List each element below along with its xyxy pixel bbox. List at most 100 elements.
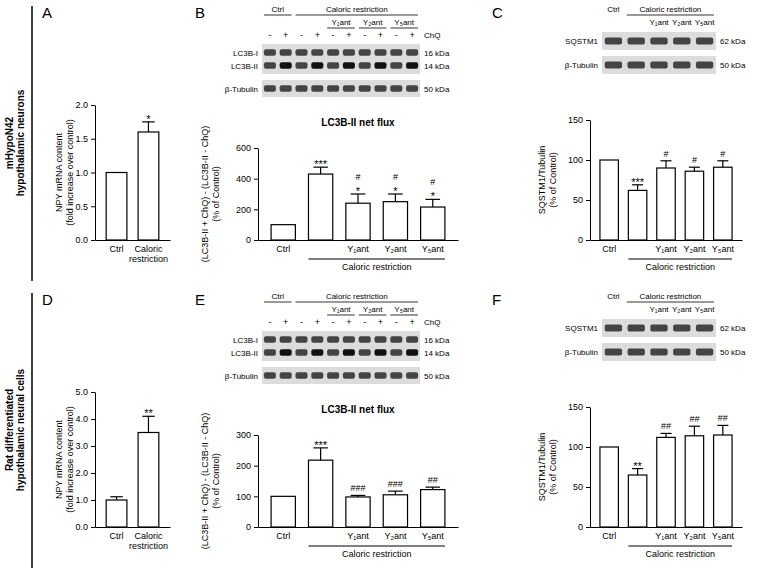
significance-hash: ## — [689, 414, 699, 424]
blot-strip — [602, 343, 716, 361]
bar — [685, 436, 703, 527]
panel-letter: E — [195, 291, 205, 308]
panel-letter: F — [492, 291, 501, 308]
y-axis: 050100150 — [568, 115, 591, 245]
y-tick-label: 1.0 — [75, 495, 88, 505]
y-axis-line — [590, 121, 591, 241]
significance-labels: ***######## — [314, 439, 438, 494]
significance-hash: ## — [661, 421, 671, 431]
blot-band — [264, 85, 276, 92]
blot-lane-sign: - — [268, 317, 271, 327]
blot-band — [650, 38, 667, 45]
blot-treatment: ChQ — [424, 318, 440, 327]
blot-size-label: 16 kDa — [424, 49, 450, 58]
blot-size-label: 14 kDa — [424, 349, 450, 358]
blot-lane-sign: + — [283, 30, 288, 40]
y-axis-line — [258, 149, 259, 241]
blot-band — [390, 372, 402, 379]
y-tick-label: 0 — [578, 522, 583, 532]
y-tick-mark — [91, 392, 95, 393]
y-tick: 100 — [236, 492, 258, 502]
blot-lane-sign: - — [268, 30, 271, 40]
blot-strip — [262, 80, 420, 97]
blot-row-label: SQSTM1 — [565, 324, 598, 333]
panel: BCtrlCaloric restrictionY₁antY₂antY₅ant-… — [195, 4, 459, 272]
blot-band — [343, 372, 355, 379]
significance-hash: # — [663, 149, 668, 159]
blot-band — [295, 49, 307, 56]
x-group-label: Caloric restriction — [342, 549, 412, 559]
blot-band — [295, 62, 307, 69]
y-tick: 3.0 — [75, 441, 95, 451]
significance-star: ** — [633, 460, 642, 472]
error-bar-cap — [110, 496, 122, 497]
error-bar — [717, 161, 728, 167]
blot-band — [343, 349, 355, 356]
blot-header: Y₂ant — [363, 305, 383, 314]
x-axis-line — [96, 240, 171, 241]
error-bar-stem — [665, 433, 666, 437]
blot-band — [650, 325, 667, 332]
blot-band — [343, 336, 355, 343]
y-axis-title: NPY mRNA content — [54, 420, 64, 499]
blot-band — [374, 372, 386, 379]
bar — [346, 497, 370, 527]
blot-header: Caloric restriction — [326, 5, 388, 14]
blot-header-rule — [264, 302, 292, 303]
blot-band — [390, 62, 402, 69]
y-tick-label: 200 — [236, 205, 251, 215]
blot-band — [374, 336, 386, 343]
blot-lane-sign: - — [300, 30, 303, 40]
blot-band — [359, 62, 371, 69]
blot-header: Ctrl — [607, 292, 620, 301]
x-group-rule — [308, 546, 444, 547]
blot-band — [605, 62, 622, 69]
y-tick-label: 0 — [246, 235, 251, 245]
y-tick: 50 — [573, 482, 590, 492]
y-tick-label: 2.0 — [75, 100, 88, 110]
x-tick: Y₂ant — [683, 531, 706, 541]
blot-strip — [262, 367, 420, 384]
error-bar-cap — [388, 491, 403, 492]
blot-row-label: β-Tubulin — [225, 85, 258, 94]
significance-hash: ### — [350, 483, 365, 493]
y-tick: 1.5 — [75, 134, 95, 144]
bar — [346, 203, 370, 240]
significance-hash: # — [720, 149, 725, 159]
plot-marks — [600, 425, 732, 527]
y-tick-label: 100 — [568, 442, 583, 452]
x-tick-label: Y₂ant — [683, 531, 706, 541]
error-bar — [689, 167, 700, 171]
y-tick-label: 0.0 — [75, 235, 88, 245]
y-axis-title: NPY mRNA content — [54, 133, 64, 212]
bar — [308, 460, 332, 527]
y-tick: 2.0 — [75, 100, 95, 110]
blot-band — [605, 38, 622, 45]
blot-header-rule — [264, 15, 292, 16]
y-axis-title: (% of Control) — [548, 439, 558, 495]
y-tick-mark — [91, 139, 95, 140]
plot-marks — [271, 167, 445, 240]
blot-header: Y₁ant — [649, 18, 669, 27]
y-axis-title: SQSTM1/Tubulin — [537, 433, 547, 502]
blot-band — [327, 349, 339, 356]
blot-header: Y₁ant — [331, 18, 351, 27]
blot-band — [327, 49, 339, 56]
y-axis: 0100200300 — [236, 430, 259, 532]
blot-header: Y₅ant — [394, 18, 414, 27]
y-tick: 100 — [568, 155, 590, 165]
y-tick-mark — [91, 527, 95, 528]
y-tick-label: 50 — [573, 482, 583, 492]
error-bar-stem — [694, 167, 695, 171]
error-bar — [717, 425, 728, 435]
y-tick: 200 — [236, 461, 258, 471]
plot-marks — [271, 448, 445, 527]
x-tick: Y₁ant — [347, 531, 369, 541]
y-tick-mark — [254, 496, 258, 497]
blot-lane-sign: + — [315, 317, 320, 327]
bar — [138, 132, 159, 240]
y-tick: 600 — [236, 143, 258, 153]
panel-letter: B — [195, 4, 205, 21]
x-axis-line — [259, 527, 459, 528]
blot-header: Y₂ant — [672, 305, 692, 314]
